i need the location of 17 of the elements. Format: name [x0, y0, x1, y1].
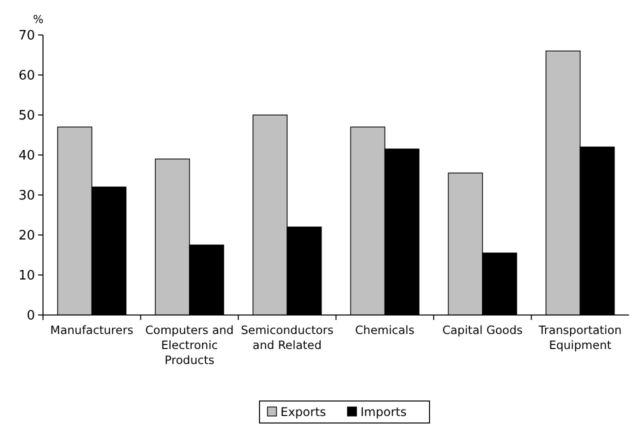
y-tick-label: 60 [18, 68, 35, 84]
y-tick-label: 10 [18, 268, 35, 284]
x-tick-label: Manufacturers [50, 323, 134, 337]
x-tick-label: Computers and Electronic Products [145, 323, 234, 367]
x-tick-label: Chemicals [355, 323, 415, 337]
legend-label: Exports [280, 405, 326, 419]
legend-label: Imports [360, 405, 407, 419]
x-tick-label: Transportation Equipment [538, 323, 622, 352]
y-tick-label: 40 [18, 148, 35, 164]
y-tick-label: 30 [18, 188, 35, 204]
y-tick-label: 0 [26, 308, 35, 324]
x-tick-label: Semiconductors and Related [240, 323, 334, 352]
y-tick-label: 70 [18, 28, 35, 44]
x-tick-label: Capital Goods [442, 323, 523, 337]
y-tick-label: 50 [18, 108, 35, 124]
y-axis-title: % [33, 13, 44, 26]
y-tick-label: 20 [18, 228, 35, 244]
